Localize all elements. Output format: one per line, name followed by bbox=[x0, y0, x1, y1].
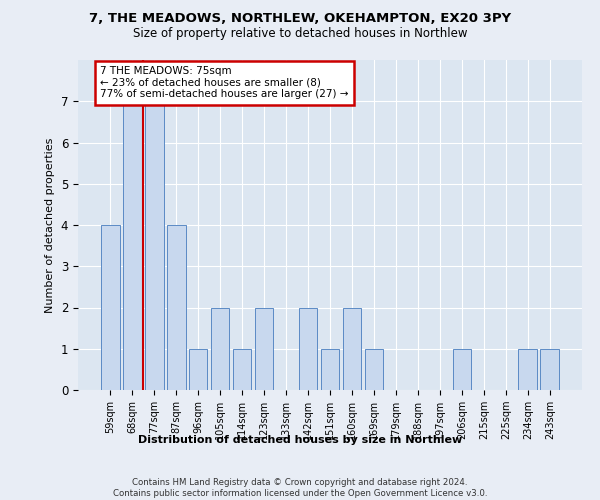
Bar bbox=[541, 349, 559, 390]
Bar bbox=[518, 349, 537, 390]
Bar bbox=[365, 349, 383, 390]
Bar bbox=[452, 349, 471, 390]
Bar bbox=[299, 308, 317, 390]
Text: Size of property relative to detached houses in Northlew: Size of property relative to detached ho… bbox=[133, 28, 467, 40]
Bar bbox=[167, 225, 185, 390]
Bar bbox=[255, 308, 274, 390]
Bar bbox=[233, 349, 251, 390]
Text: Contains HM Land Registry data © Crown copyright and database right 2024.
Contai: Contains HM Land Registry data © Crown c… bbox=[113, 478, 487, 498]
Bar bbox=[101, 225, 119, 390]
Text: Distribution of detached houses by size in Northlew: Distribution of detached houses by size … bbox=[138, 435, 462, 445]
Bar bbox=[320, 349, 340, 390]
Text: 7 THE MEADOWS: 75sqm
← 23% of detached houses are smaller (8)
77% of semi-detach: 7 THE MEADOWS: 75sqm ← 23% of detached h… bbox=[100, 66, 349, 100]
Bar bbox=[189, 349, 208, 390]
Bar bbox=[211, 308, 229, 390]
Bar bbox=[145, 101, 164, 390]
Bar bbox=[123, 101, 142, 390]
Y-axis label: Number of detached properties: Number of detached properties bbox=[45, 138, 55, 312]
Text: 7, THE MEADOWS, NORTHLEW, OKEHAMPTON, EX20 3PY: 7, THE MEADOWS, NORTHLEW, OKEHAMPTON, EX… bbox=[89, 12, 511, 26]
Bar bbox=[343, 308, 361, 390]
